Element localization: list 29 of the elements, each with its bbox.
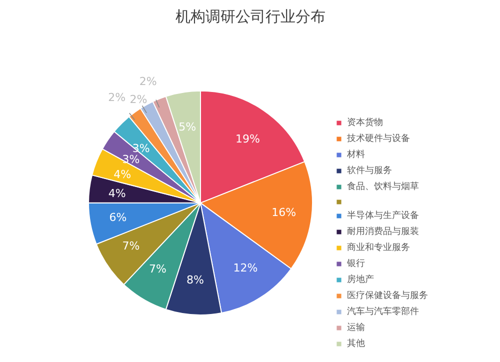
data-label: 16%	[272, 206, 296, 220]
data-label: 12%	[233, 261, 258, 274]
data-label: 7%	[122, 240, 140, 253]
legend-label: 其他	[347, 338, 366, 350]
data-label: 7%	[149, 262, 166, 276]
legend-label: 汽车与汽车零部件	[347, 306, 419, 318]
legend-label: 技术硬件与设备	[347, 132, 410, 145]
data-label: 19%	[235, 132, 260, 146]
data-label: 2%	[108, 90, 126, 104]
legend-label: 商业和专业服务	[347, 242, 410, 254]
legend-label: 食品、饮料与烟草	[347, 180, 419, 193]
data-label: 4%	[114, 168, 132, 182]
data-label: 6%	[109, 210, 127, 224]
legend-label: 运输	[347, 322, 366, 334]
data-label: 5%	[178, 120, 196, 134]
data-label: 8%	[186, 273, 204, 286]
data-label: 3%	[122, 153, 140, 166]
legend-label: 材料	[347, 148, 366, 161]
data-label: 2%	[139, 75, 157, 88]
legend-label: 房地产	[347, 274, 374, 286]
data-label: 4%	[108, 186, 126, 200]
legend-label: 银行	[347, 258, 366, 270]
legend-label: 半导体与生产设备	[347, 210, 419, 222]
legend-label: 资本货物	[347, 116, 383, 129]
legend-label: 软件与服务	[347, 164, 392, 177]
legend-label: 耐用消费品与服装	[347, 226, 419, 238]
legend-label: 医疗保健设备与服务	[347, 290, 428, 302]
chart-title: 机构调研公司行业分布	[176, 8, 326, 26]
data-label: 2%	[130, 92, 148, 106]
